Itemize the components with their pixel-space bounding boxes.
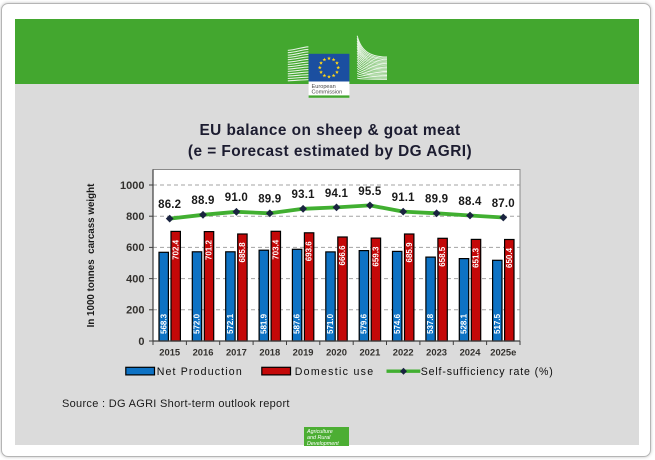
svg-text:89.9: 89.9 <box>258 194 281 206</box>
svg-text:2018: 2018 <box>259 347 280 358</box>
svg-text:In 1000 tonnes carcass weight: In 1000 tonnes carcass weight <box>86 183 97 327</box>
svg-text:651.3: 651.3 <box>472 247 481 268</box>
svg-text:91.1: 91.1 <box>392 192 416 204</box>
svg-text:93.1: 93.1 <box>292 189 316 201</box>
svg-text:400: 400 <box>126 273 144 285</box>
svg-text:2016: 2016 <box>193 347 214 358</box>
svg-text:587.6: 587.6 <box>293 313 302 334</box>
svg-text:2022: 2022 <box>393 347 414 358</box>
svg-text:517.5: 517.5 <box>493 313 502 334</box>
svg-text:685.8: 685.8 <box>238 242 247 263</box>
svg-text:800: 800 <box>126 211 144 223</box>
svg-text:666.6: 666.6 <box>338 245 347 266</box>
svg-text:2025e: 2025e <box>490 347 516 358</box>
svg-text:600: 600 <box>126 242 144 254</box>
svg-text:Net Production: Net Production <box>157 366 243 378</box>
svg-text:2024: 2024 <box>460 347 482 358</box>
svg-text:2019: 2019 <box>293 347 314 358</box>
svg-text:2021: 2021 <box>359 347 380 358</box>
svg-text:Commission: Commission <box>312 90 343 96</box>
svg-text:86.2: 86.2 <box>158 199 181 211</box>
svg-text:2023: 2023 <box>426 347 447 358</box>
svg-text:89.9: 89.9 <box>425 194 448 206</box>
svg-text:574.6: 574.6 <box>393 313 402 334</box>
svg-text:87.0: 87.0 <box>492 198 515 210</box>
svg-text:650.4: 650.4 <box>505 247 514 268</box>
svg-text:91.0: 91.0 <box>225 192 248 204</box>
svg-text:528.1: 528.1 <box>460 313 469 334</box>
svg-text:701.2: 701.2 <box>205 240 214 261</box>
svg-text:685.9: 685.9 <box>405 242 414 263</box>
svg-text:693.6: 693.6 <box>305 241 314 262</box>
svg-text:571.0: 571.0 <box>326 313 335 334</box>
svg-text:0: 0 <box>138 336 144 348</box>
svg-text:2020: 2020 <box>326 347 347 358</box>
svg-text:658.5: 658.5 <box>438 246 447 267</box>
svg-text:European: European <box>312 84 336 90</box>
svg-text:702.4: 702.4 <box>171 239 180 260</box>
svg-text:572.1: 572.1 <box>226 313 235 334</box>
svg-text:88.4: 88.4 <box>458 196 482 208</box>
svg-text:2015: 2015 <box>159 347 180 358</box>
svg-text:94.1: 94.1 <box>325 188 349 200</box>
svg-text:Domestic use: Domestic use <box>295 366 375 378</box>
svg-text:581.9: 581.9 <box>259 313 268 334</box>
svg-text:579.6: 579.6 <box>360 313 369 334</box>
svg-text:Self-sufficiency rate (%): Self-sufficiency rate (%) <box>421 366 554 378</box>
svg-text:568.3: 568.3 <box>159 313 168 334</box>
svg-text:659.3: 659.3 <box>372 246 381 267</box>
svg-text:95.5: 95.5 <box>358 186 382 198</box>
svg-text:572.0: 572.0 <box>193 313 202 334</box>
svg-text:537.8: 537.8 <box>426 313 435 334</box>
svg-text:2017: 2017 <box>226 347 247 358</box>
svg-text:703.4: 703.4 <box>271 239 280 260</box>
svg-text:88.9: 88.9 <box>191 195 214 207</box>
svg-text:200: 200 <box>126 305 144 317</box>
svg-text:1000: 1000 <box>120 180 144 192</box>
